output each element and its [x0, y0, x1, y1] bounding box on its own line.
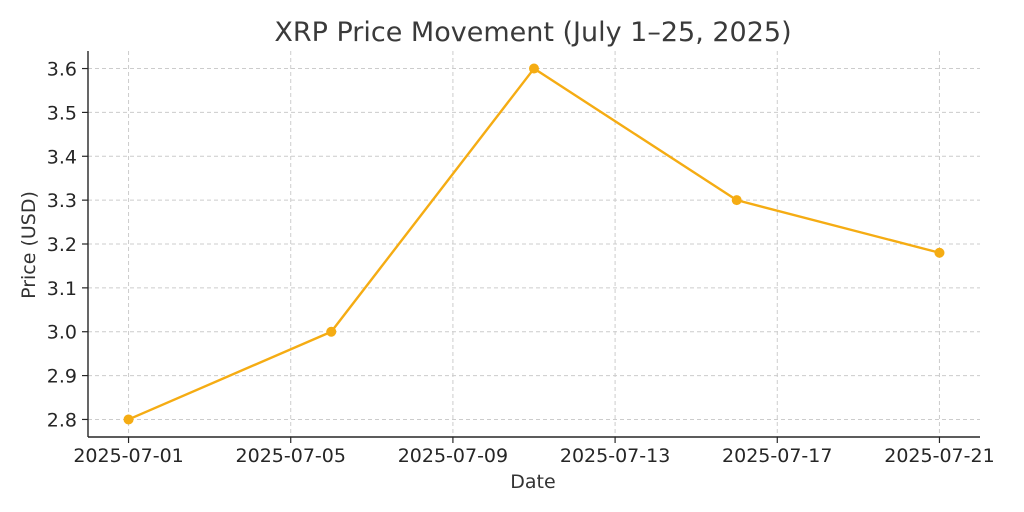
x-tick-label: 2025-07-21: [884, 445, 994, 467]
y-tick-label: 2.9: [47, 366, 77, 388]
chart-title: XRP Price Movement (July 1–25, 2025): [274, 17, 791, 48]
y-axis-ticks: 2.8 2.9 3.0 3.1 3.2 3.3 3.4 3.5 3.6: [47, 59, 88, 431]
x-axis-label: Date: [510, 471, 555, 493]
y-tick-label: 3.1: [47, 278, 77, 300]
y-tick-label: 3.4: [47, 146, 77, 168]
x-tick-label: 2025-07-17: [722, 445, 832, 467]
x-tick-label: 2025-07-05: [236, 445, 346, 467]
x-axis-ticks: 2025-07-01 2025-07-05 2025-07-09 2025-07-13…: [73, 437, 995, 467]
data-point: [731, 195, 742, 206]
x-tick-label: 2025-07-09: [398, 445, 508, 467]
data-point: [326, 326, 337, 337]
y-tick-label: 3.6: [47, 59, 77, 81]
data-point: [123, 414, 134, 425]
y-tick-label: 3.3: [47, 190, 77, 212]
data-point: [529, 63, 539, 74]
chart-grid: [88, 51, 980, 437]
x-tick-label: 2025-07-13: [560, 445, 670, 467]
x-tick-label: 2025-07-01: [73, 445, 183, 467]
y-tick-label: 3.2: [47, 234, 77, 256]
data-point: [934, 247, 945, 258]
series-xrp-price: [123, 63, 945, 425]
y-tick-label: 3.0: [47, 322, 77, 344]
y-tick-label: 3.5: [47, 102, 77, 124]
y-axis-label: Price (USD): [18, 191, 40, 299]
y-tick-label: 2.8: [47, 409, 77, 431]
